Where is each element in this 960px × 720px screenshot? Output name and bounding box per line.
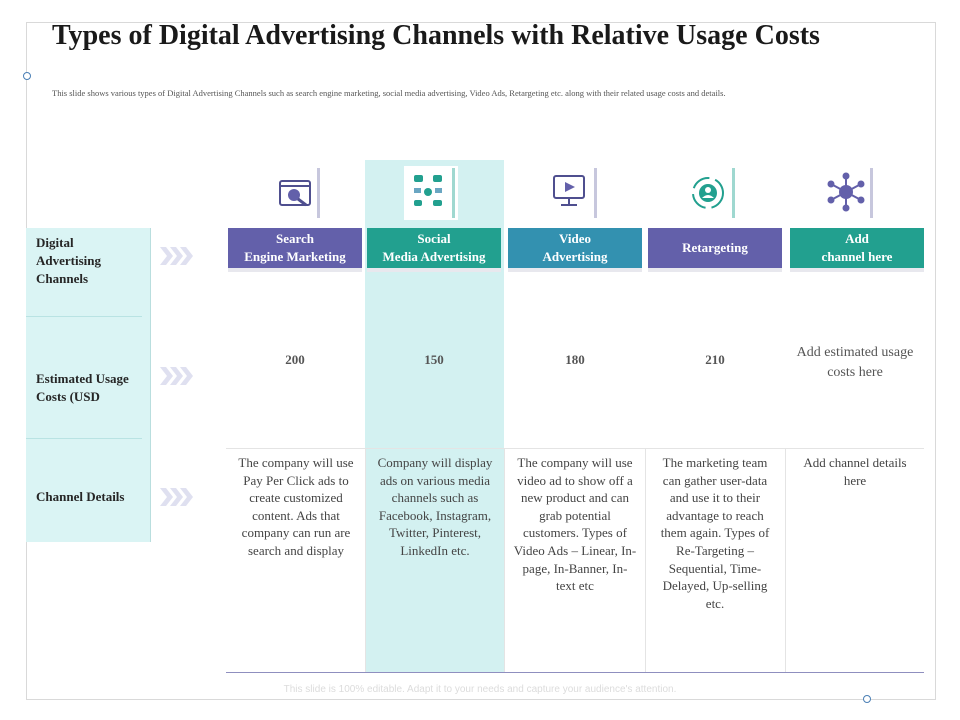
- channel-details: The company will use video ad to show of…: [513, 455, 637, 594]
- channel-header-video: Video Advertising: [508, 228, 642, 272]
- bottom-rule: [226, 672, 924, 673]
- row-separator: [26, 316, 142, 317]
- row-label-panel: [26, 228, 151, 542]
- channel-header-social: Social Media Advertising: [367, 228, 501, 272]
- cost-value: 210: [705, 352, 725, 367]
- channel-header-label: Add channel here: [821, 231, 893, 264]
- row-label-channels: Digital Advertising Channels: [36, 235, 101, 286]
- channel-header-label: Video Advertising: [542, 231, 608, 264]
- column-divider: [645, 448, 646, 672]
- column-divider: [504, 448, 505, 672]
- column-divider: [785, 448, 786, 672]
- channel-details: The company will use Pay Per Click ads t…: [238, 455, 354, 558]
- search-engine-icon: [279, 168, 320, 218]
- column-divider: [365, 448, 366, 672]
- retargeting-user-icon: [692, 168, 735, 218]
- frame-node-bottom: [863, 695, 871, 703]
- cost-value: 180: [565, 352, 585, 367]
- channel-header-retargeting: Retargeting: [648, 228, 782, 272]
- footer-note: This slide is 100% editable. Adapt it to…: [283, 684, 677, 695]
- frame-node-left: [23, 72, 31, 80]
- row-separator: [26, 438, 142, 439]
- page-subtitle: This slide shows various types of Digita…: [52, 88, 726, 98]
- network-icon: [827, 168, 873, 218]
- channel-header-add: Add channel here: [790, 228, 924, 272]
- channel-header-label: Search Engine Marketing: [244, 231, 346, 264]
- video-monitor-icon: [553, 168, 597, 218]
- channel-details: Add channel details here: [803, 455, 907, 488]
- channel-header-label: Social Media Advertising: [382, 231, 486, 264]
- row-divider: [226, 448, 924, 449]
- chevron-arrows-icon: [160, 247, 193, 265]
- channel-details: The marketing team can gather user-data …: [660, 455, 770, 611]
- page-title: Types of Digital Advertising Channels wi…: [52, 20, 820, 51]
- chevron-arrows-icon: [160, 367, 193, 385]
- channel-details: Company will display ads on various medi…: [377, 455, 493, 558]
- cost-value: 150: [424, 352, 444, 367]
- cost-placeholder: Add estimated usage costs here: [796, 345, 914, 380]
- cost-value: 200: [285, 352, 305, 367]
- social-media-icon: [404, 166, 458, 220]
- channel-header-label: Retargeting: [682, 240, 748, 255]
- channel-header-search: Search Engine Marketing: [228, 228, 362, 272]
- chevron-arrows-icon: [160, 488, 193, 506]
- row-label-costs: Estimated Usage Costs (USD: [36, 371, 129, 404]
- row-label-details: Channel Details: [36, 489, 125, 504]
